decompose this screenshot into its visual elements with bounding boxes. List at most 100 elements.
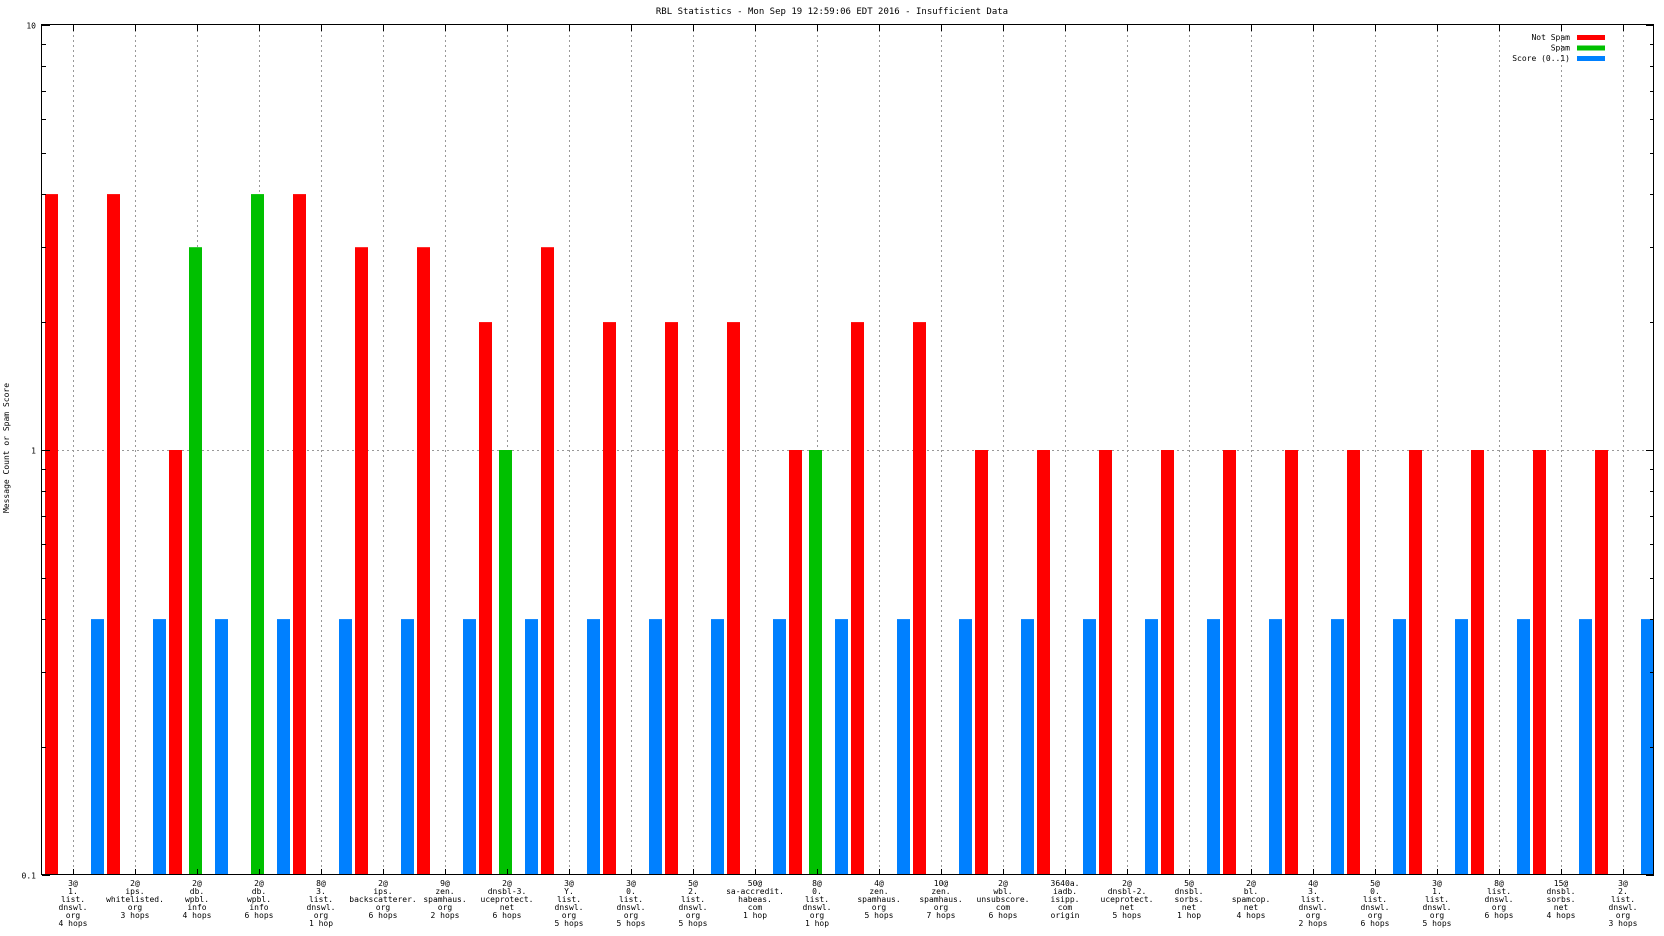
bar: [169, 450, 182, 875]
x-category-label-line: db.: [190, 887, 204, 896]
bar: [1021, 619, 1034, 875]
bar: [1393, 619, 1406, 875]
x-category-label-line: 2@: [130, 879, 140, 888]
legend-label: Not Spam: [1531, 33, 1570, 42]
y-tick-label: 0.1: [22, 872, 37, 881]
y-axis-label: Message Count or Spam Score: [2, 383, 11, 513]
bar: [773, 619, 786, 875]
bar: [479, 322, 492, 876]
bar: [1037, 450, 1050, 875]
x-category-label-line: org: [624, 911, 639, 920]
x-category-label-line: 6 hops: [369, 911, 398, 920]
x-category-label-line: net: [1554, 903, 1569, 912]
y-tick-label: 1: [31, 447, 36, 456]
x-category-label-line: uceprotect.: [1101, 895, 1154, 904]
x-category-label-line: 1 hop: [743, 911, 767, 920]
legend-swatch: [1577, 45, 1605, 51]
legend-swatch: [1577, 56, 1605, 61]
x-category-label: 5@ dnsbl. sorbs. net 1 hop: [1175, 879, 1204, 920]
x-category-label-line: net: [1120, 903, 1135, 912]
bar: [189, 247, 202, 875]
bar: [541, 247, 554, 875]
x-category-label: 3@ 1. list. dnswl. org 5 hops: [1423, 879, 1452, 928]
x-category-label-line: 4@: [874, 879, 884, 888]
x-category-label-line: 5 hops: [555, 919, 584, 928]
x-category-label-line: dnswl.: [307, 903, 336, 912]
bar: [1331, 619, 1344, 875]
bar: [277, 619, 290, 875]
x-category-label-line: 5 hops: [617, 919, 646, 928]
x-category-label-line: 2.: [688, 887, 698, 896]
x-category-label-line: 2@: [378, 879, 388, 888]
x-category-label-line: wpbl.: [247, 895, 271, 904]
x-category-label-line: 3@: [1618, 879, 1628, 888]
legend-label: Spam: [1551, 44, 1570, 53]
x-category-label-line: backscatterer.: [349, 895, 416, 904]
x-category-label-line: 4 hops: [1237, 911, 1266, 920]
bar: [293, 194, 306, 876]
x-category-label: 8@ list. dnswl. org 6 hops: [1485, 879, 1514, 920]
x-category-label-line: 3.: [316, 887, 326, 896]
x-category-label: 50@ sa-accredit. habeas. com 1 hop: [726, 879, 784, 920]
x-category-label-line: list.: [681, 895, 705, 904]
x-category-label-line: ips.: [373, 887, 392, 896]
bar: [1145, 619, 1158, 875]
x-category-label: 3@ 1. list. dnswl. org 4 hops: [59, 879, 88, 928]
bar: [1533, 450, 1546, 875]
bar: [727, 322, 740, 876]
x-category-label-line: 2 hops: [431, 911, 460, 920]
y-tick-label: 10: [26, 22, 36, 31]
bar: [789, 450, 802, 875]
x-category-label-line: habeas.: [738, 895, 772, 904]
x-category-label-line: org: [438, 903, 453, 912]
x-category-label-line: org: [1616, 911, 1631, 920]
x-category-label-line: bl.: [1244, 887, 1258, 896]
x-category-label-line: spamhaus.: [423, 895, 466, 904]
x-category-label: 4@ zen. spamhaus. org 5 hops: [857, 879, 900, 920]
x-category-label-line: isipp.: [1051, 895, 1080, 904]
x-category-label-line: list.: [1487, 887, 1511, 896]
x-category-label-line: 3@: [68, 879, 78, 888]
bar: [1099, 450, 1112, 875]
x-category-label-line: org: [376, 903, 391, 912]
x-category-label-line: 1 hop: [309, 919, 333, 928]
bar: [835, 619, 848, 875]
x-category-label-line: wbl.: [993, 887, 1012, 896]
bar: [1409, 450, 1422, 875]
x-category-label-line: 1.: [1432, 887, 1442, 896]
x-category-label-line: 5@: [1370, 879, 1380, 888]
bar: [525, 619, 538, 875]
x-category-label-line: 2@: [502, 879, 512, 888]
x-category-label-line: 2@: [192, 879, 202, 888]
x-category-label-line: org: [686, 911, 701, 920]
x-category-label-line: iadb.: [1053, 887, 1077, 896]
bar: [251, 194, 264, 876]
x-category-label-line: dnswl.: [59, 903, 88, 912]
bar: [1595, 450, 1608, 875]
x-category-label: 3@ Y. list. dnswl. org 5 hops: [555, 879, 584, 928]
x-category-label: 2@ db. wpbl. info 4 hops: [183, 879, 212, 920]
x-category-label-line: list.: [619, 895, 643, 904]
x-category-label-line: 8@: [316, 879, 326, 888]
x-category-label-line: 8@: [812, 879, 822, 888]
legend-swatch: [1577, 35, 1605, 40]
x-category-label-line: list.: [1301, 895, 1325, 904]
x-category-label-line: net: [1182, 903, 1197, 912]
bar: [1455, 619, 1468, 875]
x-category-label-line: org: [934, 903, 949, 912]
x-category-label-line: info: [187, 903, 206, 912]
x-category-label: 15@ dnsbl. sorbs. net 4 hops: [1547, 879, 1576, 920]
bar: [355, 247, 368, 875]
bar: [499, 450, 512, 875]
x-category-label-line: zen.: [931, 887, 950, 896]
x-category-label: 3640a. iadb. isipp. com origin: [1051, 879, 1080, 920]
bar: [603, 322, 616, 876]
x-category-label-line: dnswl.: [1361, 903, 1390, 912]
x-category-label-line: 2@: [1122, 879, 1132, 888]
bar: [851, 322, 864, 876]
chart-title: RBL Statistics - Mon Sep 19 12:59:06 EDT…: [656, 7, 1008, 17]
x-category-label: 2@ wbl. unsubscore. com 6 hops: [977, 879, 1030, 920]
x-category-label-line: dnsbl-2.: [1108, 887, 1147, 896]
x-category-label-line: org: [128, 903, 143, 912]
